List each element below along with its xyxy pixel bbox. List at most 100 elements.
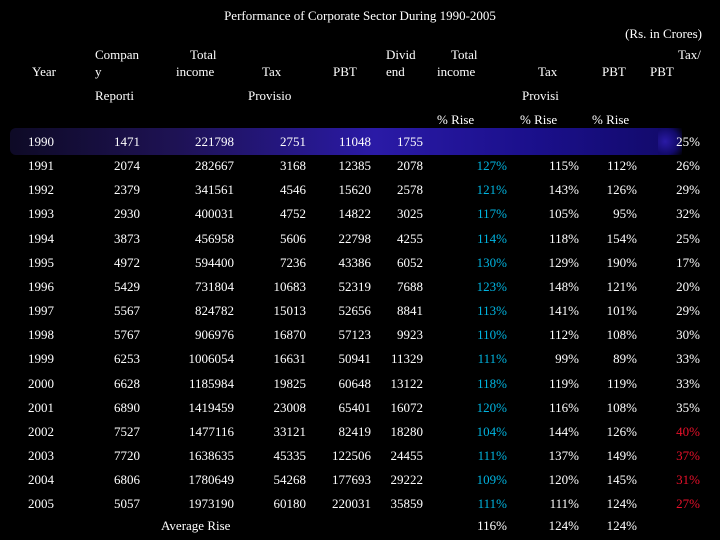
cell-tax-pbt: 35%	[676, 399, 700, 415]
cell-year: 1992	[28, 182, 54, 198]
header-rise-tax: Tax	[538, 64, 558, 79]
cell-companies: 7527	[114, 423, 140, 439]
cell-pbt: 43386	[338, 254, 372, 270]
average-pbt-rise: 124%	[606, 518, 637, 533]
cell-companies: 6890	[114, 399, 140, 415]
header-rise-total-income-line2: income	[437, 64, 476, 79]
cell-pbt-rise: 112%	[607, 158, 637, 174]
header-total-income-line2: income	[176, 64, 215, 79]
header-dividend-line1: Divid	[386, 47, 416, 62]
header-pct-rise-pbt: % Rise	[592, 112, 630, 127]
cell-tax-rise: 137%	[548, 447, 579, 463]
cell-tax: 16870	[273, 327, 307, 343]
cell-income-rise: 110%	[477, 327, 507, 343]
average-income-rise: 116%	[477, 518, 507, 533]
cell-year: 1995	[28, 254, 54, 270]
cell-tax: 45335	[273, 447, 307, 463]
header-tax: Tax	[262, 64, 282, 79]
cell-tax-pbt: 40%	[676, 423, 700, 439]
cell-tax-pbt: 33%	[676, 351, 700, 367]
cell-pbt: 12385	[338, 158, 372, 174]
cell-pbt: 52319	[338, 278, 372, 294]
cell-income-rise: 111%	[477, 447, 507, 463]
cell-tax: 15013	[273, 303, 307, 319]
cell-dividend: 2078	[397, 158, 423, 174]
header-pct-rise-income: % Rise	[437, 112, 475, 127]
cell-tax-rise: 144%	[548, 423, 579, 439]
cell-dividend: 11329	[390, 351, 423, 367]
cell-companies: 5567	[114, 303, 140, 319]
cell-pbt-rise: 101%	[606, 303, 637, 319]
cell-companies: 3873	[114, 230, 140, 246]
cell-year: 2000	[28, 375, 54, 391]
cell-dividend: 16072	[390, 399, 424, 415]
cell-companies: 5429	[114, 278, 140, 294]
cell-year: 1999	[28, 351, 54, 367]
cell-pbt: 60648	[338, 375, 372, 391]
cell-tax-rise: 118%	[549, 230, 579, 246]
cell-tax-rise: 99%	[555, 351, 579, 367]
cell-pbt-rise: 126%	[606, 182, 637, 198]
cell-tax: 33121	[273, 423, 307, 439]
cell-pbt: 57123	[338, 327, 372, 343]
cell-pbt: 14822	[338, 206, 372, 222]
cell-tax-pbt: 29%	[676, 303, 700, 319]
cell-year: 1991	[28, 158, 54, 174]
cell-tax: 7236	[280, 254, 306, 270]
cell-pbt: 122506	[332, 447, 371, 463]
cell-total-income: 594400	[195, 254, 234, 270]
cell-tax: 19825	[273, 375, 307, 391]
cell-year: 2001	[28, 399, 54, 415]
cell-tax-pbt: 26%	[676, 158, 700, 174]
cell-tax: 23008	[273, 399, 307, 415]
cell-companies: 4972	[114, 254, 140, 270]
cell-tax-rise: 129%	[548, 254, 579, 270]
cell-total-income: 400031	[195, 206, 234, 222]
cell-tax-pbt: 31%	[676, 472, 700, 488]
cell-pbt-rise: 95%	[613, 206, 637, 222]
cell-tax: 10683	[273, 278, 307, 294]
cell-pbt: 177693	[332, 472, 371, 488]
cell-tax-rise: 148%	[548, 278, 579, 294]
cell-companies: 6628	[114, 375, 140, 391]
cell-total-income: 1973190	[188, 496, 235, 512]
highlight-band	[10, 128, 682, 155]
header-tax-pbt-line2: PBT	[650, 64, 674, 79]
cell-companies: 2930	[114, 206, 140, 222]
header-pbt: PBT	[333, 64, 357, 79]
cell-year: 1994	[28, 230, 54, 246]
cell-pbt: 50941	[338, 351, 372, 367]
cell-tax-rise: 116%	[549, 399, 579, 415]
cell-companies: 7720	[114, 447, 140, 463]
cell-total-income: 341561	[195, 182, 234, 198]
cell-pbt: 65401	[338, 399, 372, 415]
cell-year: 1998	[28, 327, 54, 343]
cell-dividend: 18280	[390, 423, 424, 439]
cell-tax: 4752	[280, 206, 306, 222]
cell-pbt-rise: 89%	[613, 351, 637, 367]
cell-dividend: 13122	[390, 375, 424, 391]
cell-year: 1990	[28, 134, 54, 149]
cell-total-income: 906976	[195, 327, 234, 343]
cell-tax: 16631	[273, 351, 307, 367]
cell-income-rise: 111%	[477, 351, 507, 367]
cell-pbt-rise: 124%	[606, 496, 637, 512]
average-tax-rise: 124%	[548, 518, 579, 533]
cell-income-rise: 111%	[477, 496, 507, 512]
cell-year: 2004	[28, 472, 54, 488]
cell-pbt-rise: 108%	[606, 327, 637, 343]
cell-companies: 5767	[114, 327, 140, 343]
cell-tax-pbt: 17%	[676, 254, 700, 270]
cell-total-income: 1638635	[188, 447, 235, 463]
cell-dividend: 35859	[390, 496, 424, 512]
cell-dividend: 1755	[397, 134, 423, 149]
cell-companies: 5057	[114, 496, 140, 512]
cell-pbt-rise: 145%	[606, 472, 637, 488]
cell-pbt-rise: 149%	[606, 447, 637, 463]
cell-pbt: 22798	[338, 230, 372, 246]
cell-income-rise: 104%	[476, 423, 507, 439]
cell-tax-rise: 111%	[549, 496, 579, 512]
cell-income-rise: 117%	[477, 206, 507, 222]
cell-companies: 1471	[114, 134, 140, 149]
cell-year: 2003	[28, 447, 54, 463]
